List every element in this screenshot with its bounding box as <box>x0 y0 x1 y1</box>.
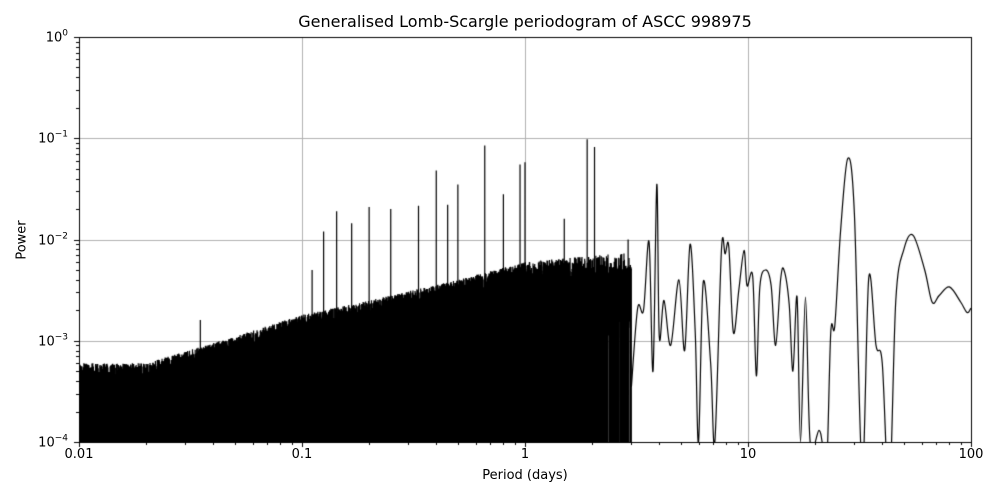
y-tick-label: 10−1 <box>38 129 68 147</box>
x-tick-label: 0.1 <box>291 447 313 462</box>
x-axis-label: Period (days) <box>482 468 568 483</box>
y-tick-label: 10−3 <box>38 332 68 350</box>
x-tick-label: 100 <box>958 447 984 462</box>
y-tick-label: 100 <box>45 28 68 46</box>
x-tick-label: 1 <box>520 447 530 462</box>
y-tick-label: 10−4 <box>38 433 68 451</box>
chart-title: Generalised Lomb-Scargle periodogram of … <box>298 12 752 31</box>
x-tick-label: 0.01 <box>64 447 94 462</box>
y-tick-label: 10−2 <box>38 231 68 249</box>
x-tick-label: 10 <box>739 447 757 462</box>
y-axis-label: Power <box>14 220 30 260</box>
